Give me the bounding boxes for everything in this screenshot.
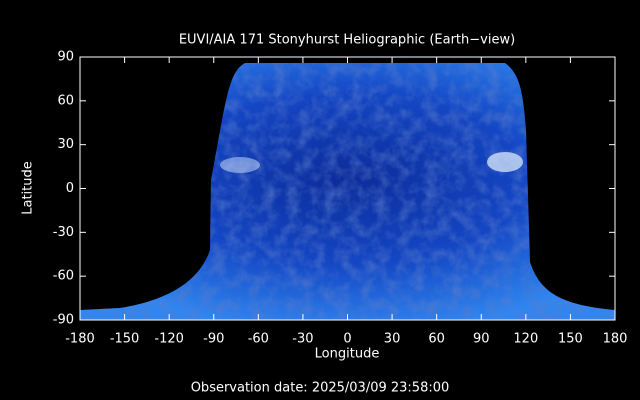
x-tick-label: -120 [154, 332, 184, 347]
bright-region [487, 152, 523, 172]
y-axis-label: Latitude [21, 161, 36, 215]
x-tick-label: -180 [65, 332, 95, 347]
x-tick-label: 180 [603, 332, 628, 347]
x-tick-label: -30 [292, 332, 313, 347]
bright-region [220, 157, 260, 173]
x-axis-label: Longitude [315, 347, 380, 362]
footer: Observation date: 2025/03/09 23:58:00 [191, 381, 450, 396]
y-tick-label: -30 [53, 225, 74, 240]
x-tick-label: 120 [513, 332, 538, 347]
y-tick-label: 60 [57, 93, 74, 108]
x-tick-label: -90 [203, 332, 224, 347]
x-tick-label: 30 [384, 332, 401, 347]
x-tick-label: -150 [110, 332, 140, 347]
x-tick-label: -60 [248, 332, 269, 347]
map-texture [80, 63, 615, 320]
y-tick-label: 90 [57, 50, 74, 65]
x-tick-label: 150 [558, 332, 583, 347]
y-tick-label: 30 [57, 137, 74, 152]
y-tick-label: -90 [53, 313, 74, 328]
y-tick-label: -60 [53, 269, 74, 284]
solar-map [80, 63, 615, 320]
y-tick-label: 0 [66, 181, 74, 196]
x-tick-label: 0 [343, 332, 351, 347]
x-tick-label: 60 [428, 332, 445, 347]
x-tick-label: 90 [473, 332, 490, 347]
chart-title: EUVI/AIA 171 Stonyhurst Heliographic (Ea… [179, 33, 515, 48]
